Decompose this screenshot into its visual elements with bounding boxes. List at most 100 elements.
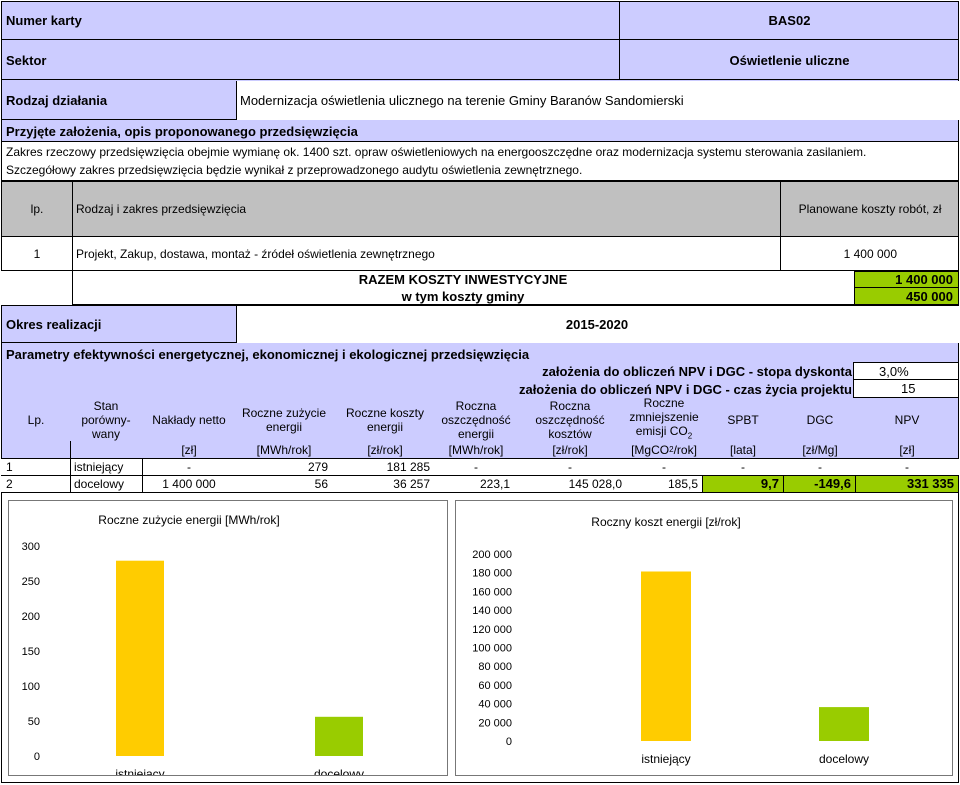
eff-head-npv: NPV: [894, 413, 920, 427]
eff-row-divider: [142, 458, 143, 493]
lifetime-value: 15: [853, 380, 959, 398]
total-value: 1 400 000: [854, 271, 959, 288]
eff-row1-co2: -: [662, 460, 666, 474]
card-number-label: Numer karty: [6, 13, 82, 28]
eff-row2-capex: 1 400 000: [162, 477, 216, 491]
cost-col-divider-2: [780, 181, 781, 237]
eff-unit-co2-post: /rok]: [673, 442, 697, 457]
eff-head-co2-sub: 2: [687, 431, 693, 441]
header-divider: [619, 1, 620, 79]
eff-row2-csave: 145 028,0: [568, 477, 622, 491]
eff-head-state: Stan porówny- wany: [70, 397, 142, 443]
eff-row2-energy: 56: [314, 477, 328, 491]
eff-unit-co2: [MgCO 2/rok]: [626, 441, 702, 458]
x-tick-label: istniejący: [115, 767, 164, 775]
eff-row-separator: [1, 475, 959, 476]
eff-head-esave: Roczna oszczędność energii: [438, 397, 514, 443]
eff-unit-energy: [MWh/rok]: [256, 442, 312, 457]
eff-head-state-line: porówny-: [81, 413, 131, 427]
eff-unit-esave: [MWh/rok]: [448, 442, 504, 457]
y-tick-label: 60 000: [478, 680, 512, 692]
chart-cost: Roczny koszt energii [zł/rok] 0 20 000 40 0…: [472, 515, 869, 766]
cost-table-header: [1, 181, 959, 237]
eff-row1-dgc: -: [818, 460, 822, 474]
eff-row1-spbt: -: [741, 460, 745, 474]
commune-value: 450 000: [854, 288, 959, 305]
period-value: 2015-2020: [565, 317, 629, 332]
totals-box: [72, 271, 959, 305]
bar: [641, 571, 691, 741]
eff-head-cost-line: Roczne koszty: [345, 406, 425, 420]
efficiency-title: Parametry efektywności energetycznej, ek…: [6, 346, 530, 362]
eff-head-csave: Roczna oszczędność kosztów: [514, 397, 626, 443]
sector-label: Sektor: [6, 52, 47, 68]
assumptions-box: [2, 141, 958, 180]
eff-head-state-line: wany: [91, 427, 120, 441]
eff-row2-lp: 2: [6, 477, 13, 491]
assumptions-title: Przyjęte założenia, opis proponowanego p…: [6, 123, 358, 139]
y-tick-label: 50: [28, 716, 40, 728]
eff-head-energy-line: Roczne zużycie: [241, 406, 327, 420]
eff-head-capex: Nakłady netto: [152, 413, 226, 427]
eff-row1-state: istniejący: [74, 460, 124, 474]
y-tick-label: 150: [22, 646, 40, 658]
y-tick-label: 250: [22, 576, 40, 588]
eff-head-cost: Roczne koszty energii: [332, 397, 438, 443]
eff-row1-lp: 1: [6, 460, 13, 474]
eff-row2-esave: 223,1: [479, 477, 510, 491]
cost-col-lp: lp.: [30, 202, 44, 216]
cost-col-divider-1: [72, 181, 73, 237]
eff-head-cost-line: energii: [366, 420, 404, 434]
table-row: [1, 237, 959, 271]
discount-label: założenia do obliczeń NPV i DGC - stopa …: [542, 363, 852, 379]
eff-head-dgc: DGC: [806, 413, 834, 427]
total-label: RAZEM KOSZTY INWESTYCYJNE: [358, 272, 568, 287]
cost-row-value: 1 400 000: [843, 247, 897, 261]
y-tick-label: 40 000: [478, 699, 512, 711]
y-tick-label: 100: [22, 681, 40, 693]
y-tick-label: 120 000: [472, 624, 512, 636]
eff-head-co2: Roczne zmniejszenie emisji CO2: [626, 396, 702, 443]
y-tick-label: 20 000: [478, 717, 512, 729]
assumptions-line-1: Zakres rzeczowy przedsięwzięcia obejmie …: [6, 145, 867, 159]
x-tick-label: docelowy: [314, 767, 364, 775]
eff-row2-npv: 331 335: [856, 476, 959, 493]
y-tick-label: 80 000: [478, 661, 512, 673]
eff-unit-csave: [zł/rok]: [552, 442, 588, 457]
eff-row1-energy: 279: [307, 460, 328, 474]
y-tick-label: 200: [22, 611, 40, 623]
sector-row: [1, 40, 959, 80]
eff-row2-dgc: -149,6: [784, 476, 856, 493]
cost-row-scope: Projekt, Zakup, dostawa, montaż - źródeł…: [76, 247, 435, 261]
eff-unit-capex: [zł]: [181, 442, 197, 457]
eff-head-co2-line: emisji CO2: [636, 424, 692, 443]
eff-head-esave-line: energii: [457, 427, 495, 441]
cost-row-lp: 1: [33, 247, 41, 261]
eff-head-esave-line: Roczna: [455, 399, 497, 413]
eff-unit-co2-pre: [MgCO: [631, 442, 670, 457]
eff-head-spbt: SPBT: [727, 413, 759, 427]
eff-head-energy: Roczne zużycie energii: [236, 397, 332, 443]
cost-row-divider-2: [780, 237, 781, 271]
commune-label: w tym koszty gminy: [401, 289, 525, 304]
eff-row2-co2: 185,5: [667, 477, 698, 491]
eff-row1-cost: 181 285: [386, 460, 430, 474]
action-label: Rodzaj działania: [6, 92, 108, 108]
bar: [116, 560, 164, 756]
eff-head-csave-line: kosztów: [548, 427, 592, 441]
eff-head-csave-line: Roczna: [549, 399, 591, 413]
eff-head-state-line: Stan: [93, 399, 119, 413]
eff-head-energy-line: energii: [265, 420, 303, 434]
eff-unit-spbt: [lata]: [729, 442, 756, 457]
eff-row2-state: docelowy: [74, 477, 125, 491]
eff-row1-csave: -: [568, 460, 572, 474]
y-tick-label: 200 000: [472, 549, 512, 561]
eff-head-co2-line: zmniejszenie: [629, 410, 699, 425]
bar: [819, 707, 869, 741]
card-number-value: BAS02: [768, 13, 811, 28]
period-value-box: [236, 306, 959, 343]
eff-row1-npv: -: [905, 460, 909, 474]
y-tick-label: 140 000: [472, 605, 512, 617]
lifetime-label: założenia do obliczeń NPV i DGC - czas ż…: [518, 381, 852, 397]
eff-row1-capex: -: [187, 460, 191, 474]
